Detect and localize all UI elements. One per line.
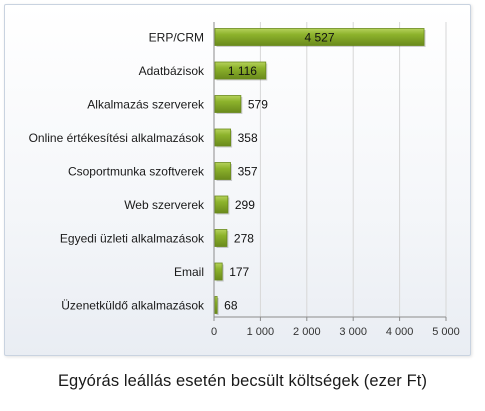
bar-shadow	[216, 298, 219, 315]
x-tick-label: 3 000	[339, 326, 367, 338]
bar-chart: ERP/CRM Adatbázisok Alkalmazás szerverek On…	[29, 22, 460, 338]
bar	[214, 162, 231, 180]
x-tick-label: 4 000	[386, 326, 414, 338]
x-tick-label: 1 000	[247, 326, 275, 338]
category-label: Egyedi üzleti alkalmazások	[60, 232, 205, 246]
category-labels: ERP/CRM Adatbázisok Alkalmazás szerverek On…	[29, 31, 205, 313]
value-label: 579	[248, 98, 268, 112]
bar	[214, 296, 218, 314]
bars	[214, 28, 426, 315]
category-label: Alkalmazás szerverek	[87, 98, 205, 112]
value-label: 299	[235, 198, 255, 212]
value-label: 177	[229, 265, 249, 279]
category-label: Adatbázisok	[139, 64, 205, 78]
category-label: Online értékesítési alkalmazások	[29, 131, 205, 145]
bar	[214, 128, 232, 147]
chart-caption: Egyórás leállás esetén becsült költségek…	[57, 372, 428, 390]
x-tick-label: 2 000	[293, 326, 321, 338]
bar	[214, 28, 425, 46]
value-label: 4 527	[305, 31, 335, 45]
value-label: 1 116	[228, 64, 257, 78]
x-tick-label: 0	[211, 326, 217, 338]
bar	[214, 195, 229, 214]
bar	[214, 95, 242, 113]
gridlines	[259, 22, 447, 317]
value-label: 68	[224, 299, 238, 313]
value-label: 358	[238, 131, 258, 145]
category-label: Üzenetküldő alkalmazások	[61, 299, 205, 313]
bar	[214, 229, 228, 247]
value-label: 357	[238, 165, 258, 179]
category-label: Csoportmunka szoftverek	[68, 165, 205, 179]
value-label: 278	[234, 232, 254, 246]
x-axis: 0 1 000 2 000 3 000 4 000 5 000	[211, 22, 460, 338]
category-label: Email	[174, 265, 204, 279]
value-labels: 4 527 1 116 579 358 357 299 278 177 68	[224, 31, 335, 313]
bar	[214, 61, 267, 80]
category-label: ERP/CRM	[149, 31, 204, 45]
x-tick-label: 5 000	[432, 326, 460, 338]
bar	[214, 262, 223, 281]
category-label: Web szerverek	[124, 198, 205, 212]
